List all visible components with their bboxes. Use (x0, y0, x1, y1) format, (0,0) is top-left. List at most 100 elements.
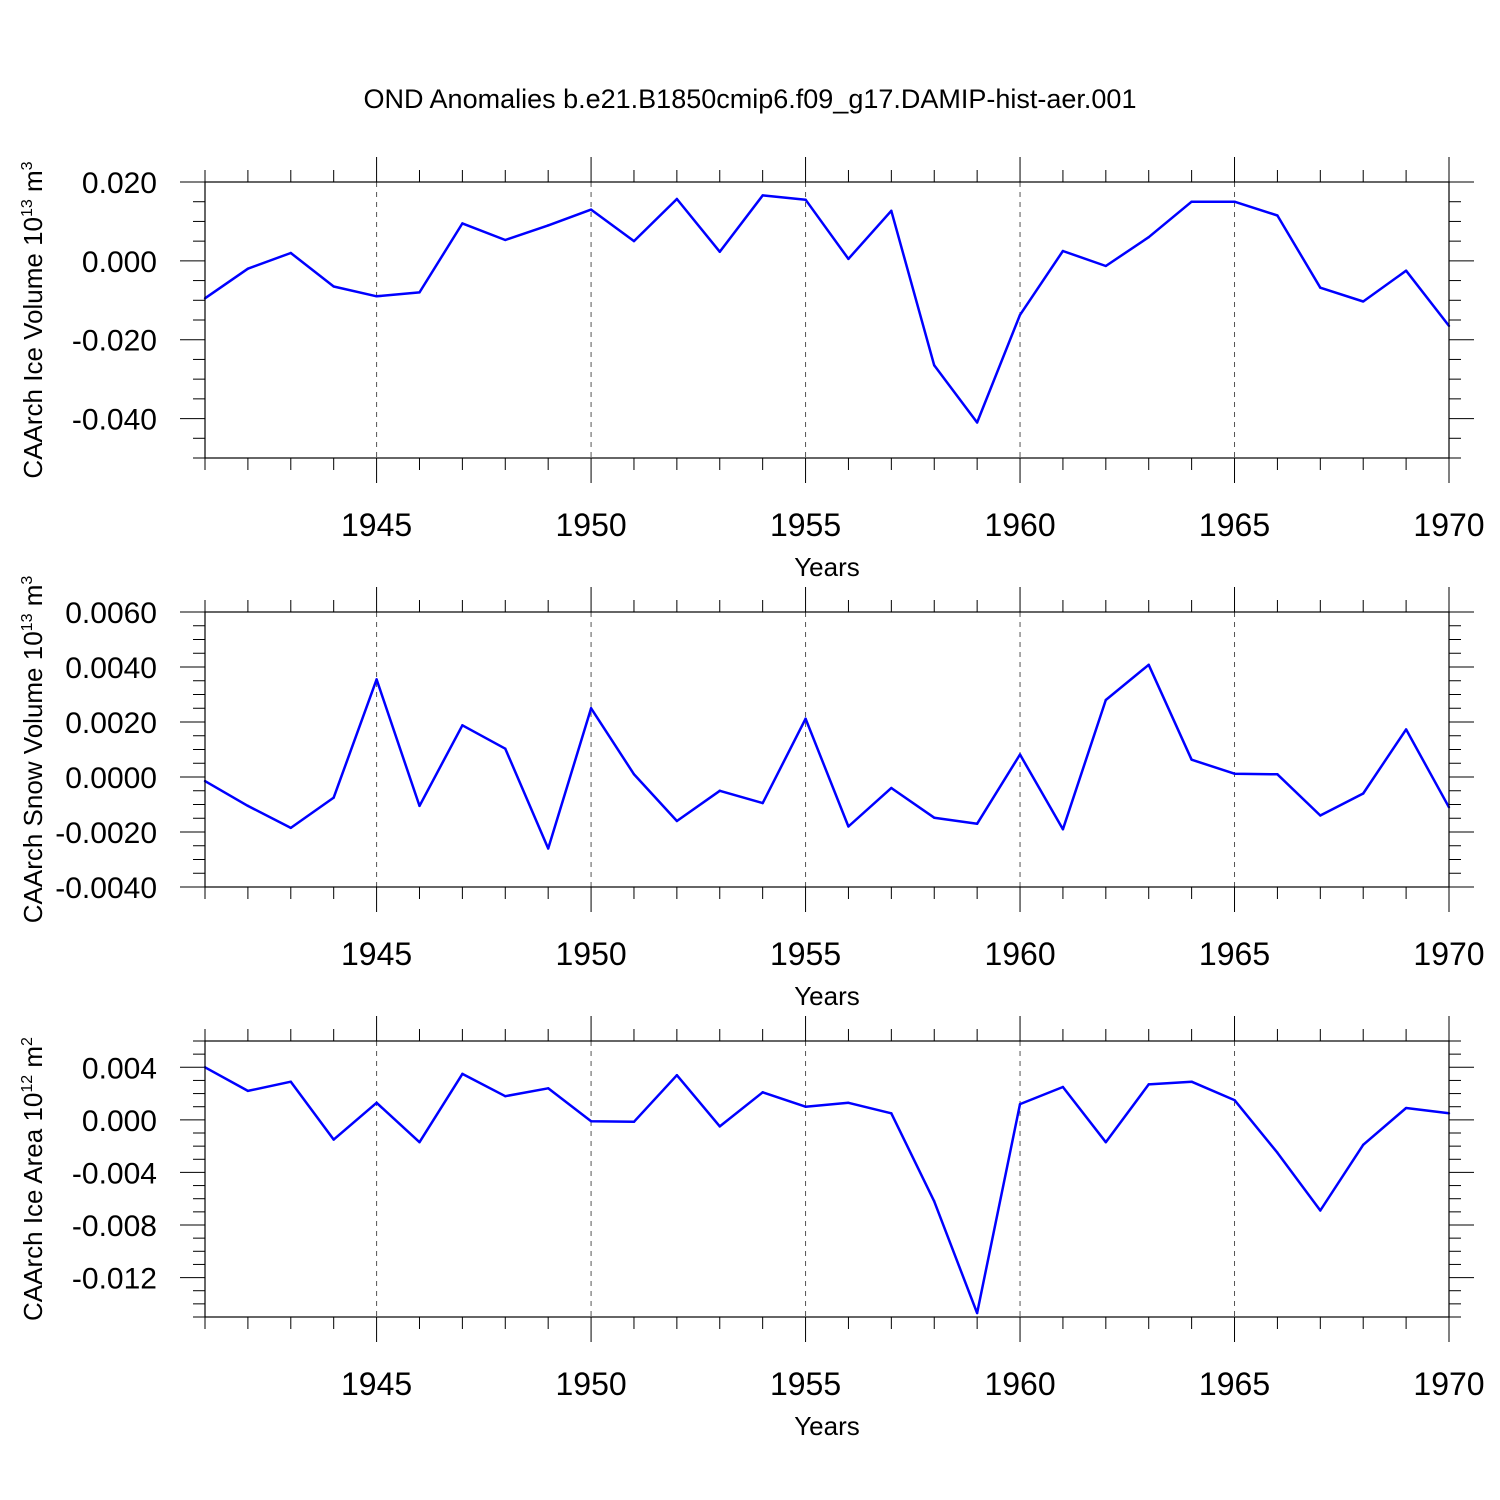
y-tick-label: 0.020 (82, 167, 157, 200)
data-point (1147, 663, 1150, 666)
y-axis-label-superscript: 2 (19, 1037, 36, 1046)
y-axis-label-part: CAArch Snow Volume 10 (18, 631, 48, 923)
data-point (1404, 269, 1408, 272)
data-point (933, 1200, 936, 1203)
x-tick-label: 1945 (341, 936, 412, 972)
data-point (1104, 1141, 1108, 1144)
x-axis-label: Years (794, 1411, 860, 1441)
series-line (204, 1066, 1450, 1315)
data-point (1018, 1102, 1022, 1106)
y-tick-label: 0.0060 (65, 597, 157, 630)
y-axis-label: CAArch Ice Area 1012 m2 (18, 1037, 48, 1321)
y-tick-label: -0.008 (72, 1210, 157, 1243)
data-point (1276, 773, 1279, 776)
y-axis-label-part: m (18, 585, 48, 614)
x-tick-label: 1955 (770, 1366, 841, 1402)
data-point (975, 822, 979, 825)
data-point (1190, 200, 1193, 203)
data-point (332, 285, 335, 288)
data-point (632, 239, 636, 243)
data-point (890, 1112, 893, 1115)
data-point (718, 789, 721, 792)
data-point (418, 804, 421, 808)
data-point (1319, 814, 1322, 817)
data-point (1276, 214, 1279, 217)
data-point (675, 197, 679, 201)
data-point (1276, 1151, 1279, 1154)
data-point (332, 1138, 335, 1141)
x-tick-label: 1950 (555, 1366, 626, 1402)
data-point (1233, 200, 1236, 203)
y-tick-label: 0.004 (82, 1052, 157, 1085)
data-point (461, 1072, 464, 1076)
data-point (1018, 313, 1022, 317)
y-tick-label: 0.0000 (65, 762, 157, 795)
x-tick-label: 1945 (341, 1366, 412, 1402)
plot-frame (204, 611, 1450, 888)
x-axis-label: Years (794, 981, 860, 1011)
data-point (632, 1120, 636, 1124)
data-point (1190, 758, 1193, 761)
data-point (589, 208, 593, 211)
data-point (1319, 286, 1322, 289)
data-point (504, 747, 507, 750)
data-point (246, 1089, 250, 1093)
data-point (589, 707, 593, 710)
data-point (289, 1080, 292, 1083)
data-point (418, 291, 421, 294)
data-point (289, 826, 292, 830)
x-tick-label: 1950 (555, 507, 626, 543)
data-point (1190, 1080, 1193, 1083)
data-point (332, 796, 335, 799)
x-tick-label: 1945 (341, 507, 412, 543)
y-axis-label-superscript: 3 (19, 576, 36, 585)
data-point (718, 1125, 721, 1128)
data-point (675, 1073, 679, 1077)
data-point (1104, 698, 1108, 702)
data-point (375, 295, 378, 298)
y-tick-label: -0.0020 (55, 817, 157, 850)
x-tick-label: 1950 (555, 936, 626, 972)
data-point (632, 773, 636, 776)
y-tick-label: 0.0020 (65, 707, 157, 740)
data-point (289, 251, 292, 255)
panel-snow-volume: -0.0040 -0.0020 0.0000 0.0020 0.0040 0.0060 19… (18, 576, 1485, 1011)
y-axis-label-superscript: 12 (19, 1075, 36, 1093)
y-tick-label: -0.004 (72, 1157, 157, 1190)
data-point (1404, 728, 1408, 731)
data-point (375, 678, 378, 681)
y-axis-label-part: m (18, 1046, 48, 1075)
panel-ice-area: -0.012 -0.008 -0.004 0.000 0.004 1945 1950 1955… (18, 1016, 1485, 1441)
x-tick-label: 1970 (1413, 1366, 1484, 1402)
y-tick-label: -0.020 (72, 325, 157, 358)
data-point (504, 238, 507, 242)
x-tick-label: 1955 (770, 936, 841, 972)
x-tick-label: 1960 (984, 1366, 1055, 1402)
x-tick-label: 1965 (1199, 1366, 1270, 1402)
data-point (375, 1101, 378, 1104)
y-axis-label-part: m (18, 170, 48, 199)
data-point (675, 819, 679, 823)
data-point (933, 364, 936, 367)
series-line (204, 194, 1450, 424)
data-point (804, 1105, 807, 1108)
y-tick-label: 0.000 (82, 246, 157, 279)
data-point (461, 724, 464, 727)
x-tick-label: 1960 (984, 507, 1055, 543)
data-point (1147, 1083, 1150, 1086)
data-point (246, 267, 250, 270)
data-point (804, 198, 807, 201)
y-axis-label-superscript: 3 (19, 161, 36, 170)
y-axis-label-superscript: 13 (19, 199, 36, 217)
panel-ice-volume: -0.040 -0.020 0.000 0.020 1945 1950 1955 1960 19… (18, 157, 1485, 582)
data-point (1362, 792, 1365, 795)
data-point (1362, 1143, 1365, 1147)
x-tick-label: 1960 (984, 936, 1055, 972)
data-point (847, 825, 850, 828)
data-point (761, 194, 764, 197)
figure-title: OND Anomalies b.e21.B1850cmip6.f09_g17.D… (363, 84, 1137, 114)
data-point (1104, 264, 1108, 268)
x-tick-label: 1970 (1413, 507, 1484, 543)
data-point (504, 1095, 507, 1098)
